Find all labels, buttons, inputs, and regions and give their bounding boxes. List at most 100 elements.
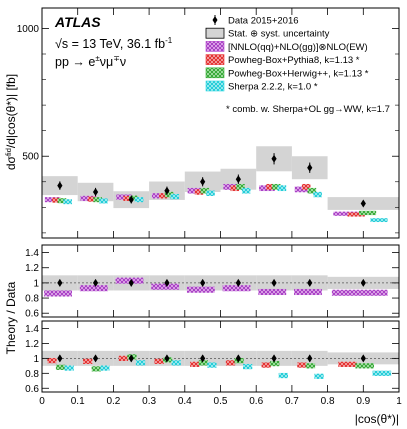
xtick-label-10: 1 — [396, 396, 402, 407]
top-y-axis-label-part-0: dσ — [4, 155, 18, 170]
top-herwig-bin-3 — [164, 191, 174, 198]
atlas-label: ATLAS — [54, 14, 101, 30]
ratio2-pythia-bin-2 — [118, 355, 129, 361]
top-pythia-bin-0 — [51, 197, 61, 203]
x-axis-label: |cos(θ*)| — [355, 412, 399, 426]
ratio1-nnlo-bin-7 — [294, 288, 322, 296]
ratio1-data-point-4 — [200, 278, 206, 287]
legend-swatch-nnlo — [205, 41, 225, 52]
ratio1-data-point-1 — [92, 278, 99, 287]
ratio2-herwig-bin-4 — [198, 360, 209, 366]
legend: Data 2015+2016 Stat. ⊕ syst. uncertainty [… — [205, 15, 369, 93]
legend-label-unc: Stat. ⊕ syst. uncertainty — [228, 29, 330, 40]
legend-label-pythia: Powheg-Box+Pythia8, k=1.13 * — [228, 55, 360, 66]
ratio1-nnlo-bin-8 — [331, 289, 388, 296]
ratio-panel-2-y-axis: 0.6 0.8 1 1.2 1.4 — [25, 324, 399, 395]
ratio2-sherpa-bin-0 — [64, 365, 74, 371]
ratio2-ytick-label-3: 1.2 — [25, 339, 39, 350]
top-herwig-bin-8 — [359, 210, 377, 216]
top-ytick-label-0: 500 — [22, 152, 39, 163]
ratio2-ytick-label-4: 1.4 — [25, 324, 39, 335]
ratio1-ytick-label-1: 0.8 — [25, 294, 39, 305]
ratio2-data-point-2 — [128, 354, 134, 363]
ratio1-ytick-label-0: 0.6 — [25, 309, 39, 320]
ratio2-pythia-bin-5 — [225, 360, 236, 366]
xtick-label-2: 0.2 — [106, 396, 120, 407]
top-data-point-0 — [57, 181, 63, 190]
process-end: ν — [120, 55, 126, 69]
xtick-label-6: 0.6 — [249, 396, 263, 407]
ratio1-nnlo-bin-5 — [222, 285, 251, 292]
ratio2-sherpa-bin-8 — [372, 370, 392, 376]
process-text: pp → e — [55, 55, 95, 69]
top-sherpa-bin-3 — [170, 193, 180, 200]
top-sherpa-bin-4 — [206, 190, 215, 196]
ratio2-ytick-label-0: 0.6 — [25, 384, 39, 395]
top-sherpa-bin-0 — [63, 199, 72, 205]
top-ytick-label-1: 1000 — [17, 24, 40, 35]
top-x-ticks — [41, 8, 400, 238]
ratio2-sherpa-bin-4 — [207, 362, 217, 368]
ratio2-ytick-label-2: 1 — [33, 354, 39, 365]
ratio2-pythia-bin-0 — [47, 357, 57, 364]
energy-superscript: -1 — [165, 36, 173, 45]
top-pythia-bin-3 — [159, 193, 168, 199]
ratio2-pythia-bin-6 — [261, 362, 271, 368]
ratio2-data-point-5 — [235, 354, 241, 363]
ratio2-pythia-bin-8 — [338, 361, 357, 367]
legend-swatch-pythia — [205, 54, 225, 65]
top-herwig-bin-4 — [200, 187, 210, 194]
xtick-label-9: 0.9 — [356, 396, 370, 407]
xtick-label-5: 0.5 — [214, 396, 228, 407]
ratio2-herwig-bin-1 — [91, 366, 101, 372]
ratio-panel-1-content — [42, 275, 399, 297]
ratio2-data-point-8 — [360, 354, 366, 363]
legend-footnote: * comb. w. Sherpa+OL gg→WW, k=1.7 — [226, 104, 390, 115]
xtick-label-8: 0.8 — [321, 396, 335, 407]
top-sherpa-bin-5 — [241, 187, 251, 194]
ratio1-data-point-8 — [360, 278, 366, 287]
legend-swatch-herwig — [205, 67, 225, 79]
ratio-y-axis-label: Theory / Data — [4, 281, 18, 354]
top-herwig-bin-0 — [57, 198, 67, 204]
ratio2-data-point-1 — [92, 354, 99, 363]
top-herwig-bin-2 — [129, 195, 138, 201]
top-panel: 500 1000 — [17, 7, 400, 239]
top-herwig-bin-5 — [236, 183, 245, 190]
top-pythia-bin-6 — [266, 183, 275, 190]
ratio-panel-1-y-axis: 0.6 0.8 1 1.2 1.4 — [25, 248, 399, 320]
top-pythia-bin-7 — [301, 183, 311, 190]
top-sherpa-bin-8 — [370, 218, 388, 223]
ratio1-nnlo-bin-4 — [186, 286, 215, 293]
ratio2-data-point-6 — [271, 354, 277, 363]
ratio1-data-point-3 — [164, 278, 170, 287]
ratio2-ytick-label-1: 0.8 — [25, 369, 39, 380]
legend-label-sherpa: Sherpa 2.2.2, k=1.0 * — [228, 82, 318, 93]
process-superscript: ± — [95, 54, 100, 63]
ratio1-data-point-7 — [307, 278, 313, 287]
ratio2-data-point-7 — [307, 354, 313, 363]
ratio2-sherpa-bin-3 — [171, 360, 181, 366]
xtick-label-3: 0.3 — [142, 396, 156, 407]
top-data-point-8 — [360, 199, 366, 208]
ratio1-nnlo-bin-2 — [115, 277, 144, 284]
ratio2-pythia-bin-3 — [154, 358, 164, 364]
top-herwig-bin-1 — [93, 197, 102, 203]
ratio1-nnlo-bin-3 — [151, 283, 180, 290]
ratio2-pythia-bin-1 — [83, 358, 93, 364]
top-y-axis-label-part-2: /d|cos(θ*)| [fb] — [4, 74, 18, 148]
ratio2-herwig-bin-6 — [270, 360, 280, 367]
top-data-point-7 — [307, 163, 313, 172]
ratio2-pythia-bin-4 — [190, 361, 200, 367]
top-herwig-bin-7 — [307, 187, 317, 194]
energy-text: √s = 13 TeV, 36.1 fb — [55, 37, 165, 51]
legend-label-data: Data 2015+2016 — [228, 16, 299, 27]
xtick-label-1: 0.1 — [71, 396, 85, 407]
top-herwig-bin-6 — [271, 183, 281, 190]
legend-label-herwig: Powheg-Box+Herwig++, k=1.13 * — [228, 68, 369, 79]
top-data-point-5 — [235, 175, 241, 184]
top-sherpa-bin-2 — [134, 197, 144, 203]
ratio1-ytick-label-2: 1 — [33, 278, 39, 289]
ratio2-herwig-bin-7 — [305, 363, 316, 369]
ratio1-data-point-2 — [128, 278, 134, 287]
